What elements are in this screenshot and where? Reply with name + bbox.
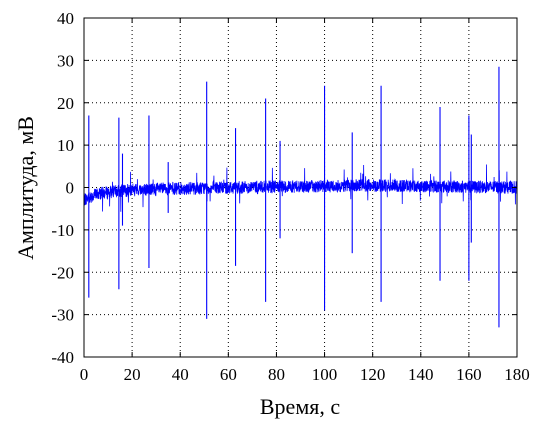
x-tick-label: 180 xyxy=(504,365,530,384)
x-tick-label: 40 xyxy=(172,365,189,384)
x-tick-label: 140 xyxy=(408,365,434,384)
x-axis-title: Время, с xyxy=(260,394,340,419)
signal-trace xyxy=(83,164,518,212)
y-tick-label: 0 xyxy=(66,179,75,198)
y-axis-title: Амплитуда, мВ xyxy=(13,116,38,260)
y-tick-label: -30 xyxy=(51,306,74,325)
x-tick-label: 0 xyxy=(80,365,89,384)
x-tick-label: 60 xyxy=(220,365,237,384)
y-tick-label: 10 xyxy=(57,136,74,155)
series-signal xyxy=(83,66,518,328)
y-tick-label: -20 xyxy=(51,263,74,282)
axis-ticks: 0 20 40 60 80 100 120 140 160 180 -40 -30 -20 -10 0 10 2… xyxy=(51,9,529,384)
x-tick-label: 160 xyxy=(456,365,482,384)
y-tick-label: -10 xyxy=(51,221,74,240)
y-tick-label: 40 xyxy=(57,9,74,28)
y-tick-label: 30 xyxy=(57,51,74,70)
x-tick-label: 80 xyxy=(268,365,285,384)
y-tick-label: -40 xyxy=(51,348,74,367)
x-tick-label: 100 xyxy=(312,365,338,384)
x-tick-label: 20 xyxy=(124,365,141,384)
x-tick-label: 120 xyxy=(360,365,386,384)
y-tick-label: 20 xyxy=(57,94,74,113)
